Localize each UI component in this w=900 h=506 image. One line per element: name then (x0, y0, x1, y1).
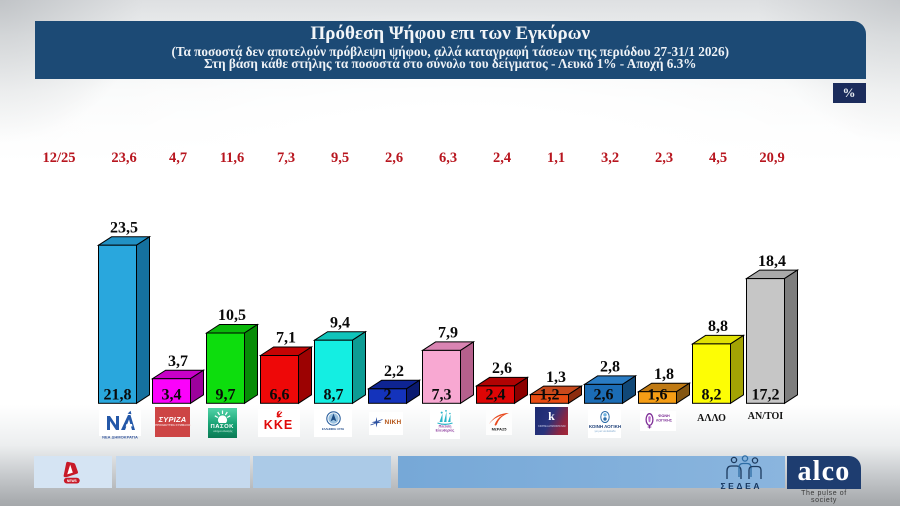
svg-text:1,8: 1,8 (654, 366, 674, 383)
svg-text:11,6: 11,6 (220, 150, 245, 166)
svg-text:2,4: 2,4 (486, 387, 506, 404)
svg-text:1,1: 1,1 (547, 150, 565, 166)
svg-text:6,6: 6,6 (270, 387, 290, 404)
svg-text:2,3: 2,3 (655, 150, 673, 166)
svg-text:9,4: 9,4 (330, 314, 350, 331)
svg-text:4,7: 4,7 (169, 150, 187, 166)
svg-text:2,2: 2,2 (384, 363, 404, 380)
svg-text:2,6: 2,6 (492, 360, 512, 377)
svg-text:3,2: 3,2 (601, 150, 619, 166)
svg-text:9,5: 9,5 (331, 150, 349, 166)
svg-text:1,6: 1,6 (648, 387, 668, 404)
svg-text:23,5: 23,5 (110, 219, 138, 236)
svg-text:7,1: 7,1 (276, 330, 296, 347)
svg-text:18,4: 18,4 (758, 253, 786, 270)
svg-text:9,7: 9,7 (216, 387, 236, 404)
svg-text:20,9: 20,9 (759, 150, 784, 166)
svg-text:17,2: 17,2 (752, 387, 780, 404)
svg-text:12/25: 12/25 (42, 150, 75, 166)
svg-text:10,5: 10,5 (218, 307, 246, 324)
svg-text:1,3: 1,3 (546, 369, 566, 386)
svg-text:4,5: 4,5 (709, 150, 727, 166)
svg-text:2,4: 2,4 (493, 150, 511, 166)
svg-text:2,6: 2,6 (385, 150, 403, 166)
svg-text:3,4: 3,4 (162, 387, 182, 404)
svg-text:21,8: 21,8 (104, 387, 132, 404)
svg-text:2,8: 2,8 (600, 359, 620, 376)
svg-text:7,3: 7,3 (277, 150, 295, 166)
svg-text:8,7: 8,7 (324, 387, 344, 404)
svg-text:23,6: 23,6 (111, 150, 136, 166)
svg-text:8,8: 8,8 (708, 318, 728, 335)
svg-text:7,3: 7,3 (432, 387, 452, 404)
svg-text:8,2: 8,2 (702, 387, 722, 404)
svg-text:2: 2 (384, 387, 392, 404)
svg-text:2,6: 2,6 (594, 387, 614, 404)
svg-text:3,7: 3,7 (168, 353, 188, 370)
svg-text:6,3: 6,3 (439, 150, 457, 166)
svg-text:7,9: 7,9 (438, 325, 458, 342)
svg-text:1,2: 1,2 (540, 387, 560, 404)
svg-text:NEWS: NEWS (67, 479, 78, 483)
